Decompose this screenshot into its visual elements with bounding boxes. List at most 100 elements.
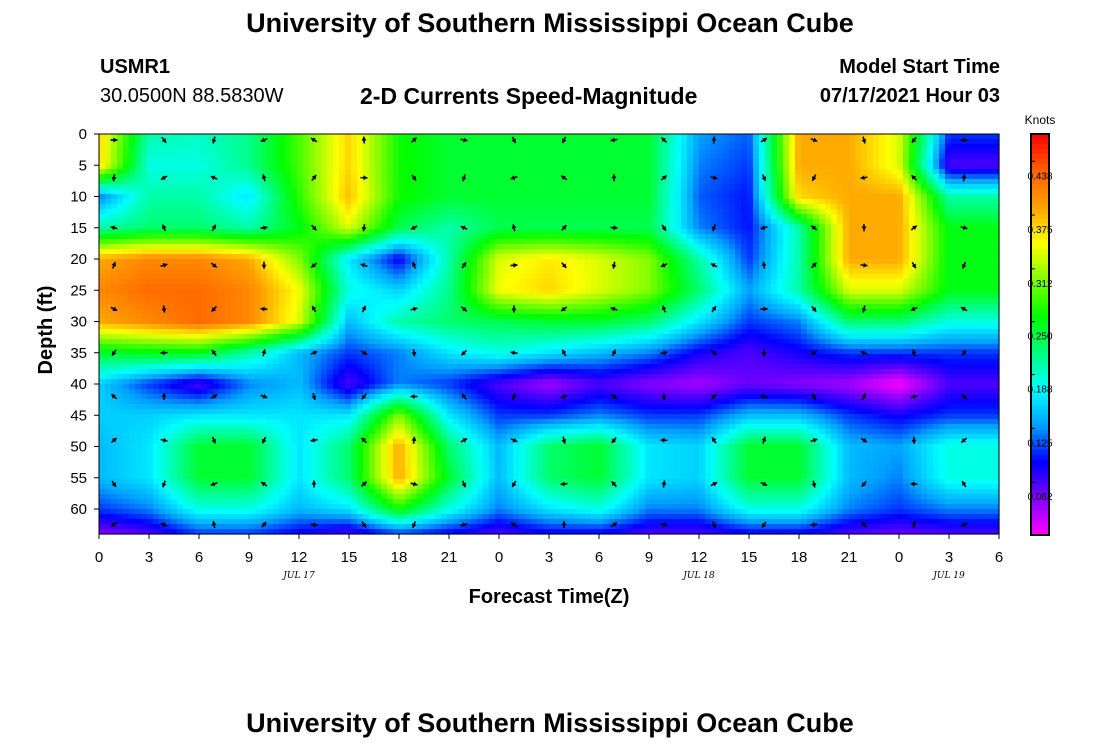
heatmap-cell — [945, 214, 952, 220]
heatmap-cell — [435, 189, 442, 195]
heatmap-cell — [933, 159, 940, 165]
heatmap-cell — [279, 234, 286, 240]
heatmap-cell — [417, 274, 424, 280]
heatmap-cell — [873, 144, 880, 150]
heatmap-cell — [711, 239, 718, 245]
heatmap-cell — [117, 289, 124, 295]
heatmap-cell — [537, 219, 544, 225]
heatmap-cell — [237, 169, 244, 175]
heatmap-cell — [669, 264, 676, 270]
heatmap-cell — [687, 159, 694, 165]
heatmap-cell — [915, 194, 922, 200]
heatmap-cell — [525, 234, 532, 240]
heatmap-cell — [225, 154, 232, 160]
heatmap-cell — [585, 279, 592, 285]
heatmap-cell — [633, 254, 640, 260]
heatmap-cell — [105, 204, 112, 210]
heatmap-cell — [471, 289, 478, 295]
heatmap-cell — [327, 239, 334, 245]
heatmap-cell — [447, 259, 454, 265]
heatmap-cell — [351, 159, 358, 165]
heatmap-cell — [159, 149, 166, 155]
heatmap-cell — [699, 229, 706, 235]
heatmap-cell — [513, 144, 520, 150]
heatmap-cell — [663, 179, 670, 185]
heatmap-cell — [759, 179, 766, 185]
heatmap-cell — [963, 254, 970, 260]
heatmap-cell — [873, 199, 880, 205]
heatmap-cell — [927, 294, 934, 300]
heatmap-cell — [507, 264, 514, 270]
heatmap-cell — [207, 269, 214, 275]
heatmap-cell — [843, 174, 850, 180]
heatmap-cell — [111, 159, 118, 165]
heatmap-cell — [669, 164, 676, 170]
heatmap-cell — [933, 199, 940, 205]
heatmap-cell — [399, 219, 406, 225]
heatmap-cell — [429, 239, 436, 245]
heatmap-cell — [543, 244, 550, 250]
heatmap-cell — [753, 294, 760, 300]
heatmap-cell — [969, 179, 976, 185]
heatmap-cell — [801, 164, 808, 170]
heatmap-cell — [981, 139, 988, 145]
heatmap-cell — [171, 194, 178, 200]
heatmap-cell — [237, 264, 244, 270]
heatmap-cell — [303, 259, 310, 265]
heatmap-cell — [891, 144, 898, 150]
heatmap-cell — [255, 204, 262, 210]
heatmap-cell — [771, 204, 778, 210]
heatmap-cell — [135, 269, 142, 275]
heatmap-cell — [219, 144, 226, 150]
heatmap-cell — [279, 239, 286, 245]
heatmap-cell — [825, 204, 832, 210]
heatmap-cell — [891, 159, 898, 165]
heatmap-cell — [627, 239, 634, 245]
heatmap-cell — [615, 139, 622, 145]
heatmap-cell — [861, 219, 868, 225]
heatmap-cell — [549, 154, 556, 160]
heatmap-cell — [783, 294, 790, 300]
heatmap-cell — [171, 209, 178, 215]
heatmap-cell — [159, 274, 166, 280]
heatmap-cell — [363, 279, 370, 285]
heatmap-cell — [159, 139, 166, 145]
heatmap-cell — [249, 149, 256, 155]
heatmap-cell — [627, 159, 634, 165]
heatmap-cell — [693, 249, 700, 255]
heatmap-cell — [495, 154, 502, 160]
heatmap-cell — [285, 199, 292, 205]
heatmap-cell — [663, 284, 670, 290]
heatmap-cell — [705, 149, 712, 155]
heatmap-cell — [867, 279, 874, 285]
heatmap-cell — [663, 169, 670, 175]
heatmap-cell — [693, 149, 700, 155]
heatmap-cell — [765, 269, 772, 275]
heatmap-cell — [921, 134, 928, 140]
heatmap-cell — [477, 294, 484, 300]
heatmap-cell — [903, 194, 910, 200]
heatmap-cell — [831, 154, 838, 160]
heatmap-cell — [495, 214, 502, 220]
heatmap-cell — [663, 184, 670, 190]
heatmap-cell — [651, 199, 658, 205]
heatmap-cell — [585, 264, 592, 270]
heatmap-cell — [411, 144, 418, 150]
heatmap-cell — [759, 134, 766, 140]
heatmap-cell — [393, 274, 400, 280]
heatmap-cell — [945, 279, 952, 285]
heatmap-cell — [627, 199, 634, 205]
heatmap-cell — [537, 209, 544, 215]
heatmap-cell — [885, 149, 892, 155]
heatmap-cell — [591, 209, 598, 215]
heatmap-cell — [885, 199, 892, 205]
heatmap-cell — [495, 279, 502, 285]
heatmap-cell — [255, 214, 262, 220]
heatmap-cell — [117, 179, 124, 185]
heatmap-cell — [249, 224, 256, 230]
heatmap-cell — [819, 264, 826, 270]
heatmap-cell — [771, 164, 778, 170]
heatmap-cell — [945, 234, 952, 240]
heatmap-cell — [705, 199, 712, 205]
heatmap-cell — [447, 214, 454, 220]
